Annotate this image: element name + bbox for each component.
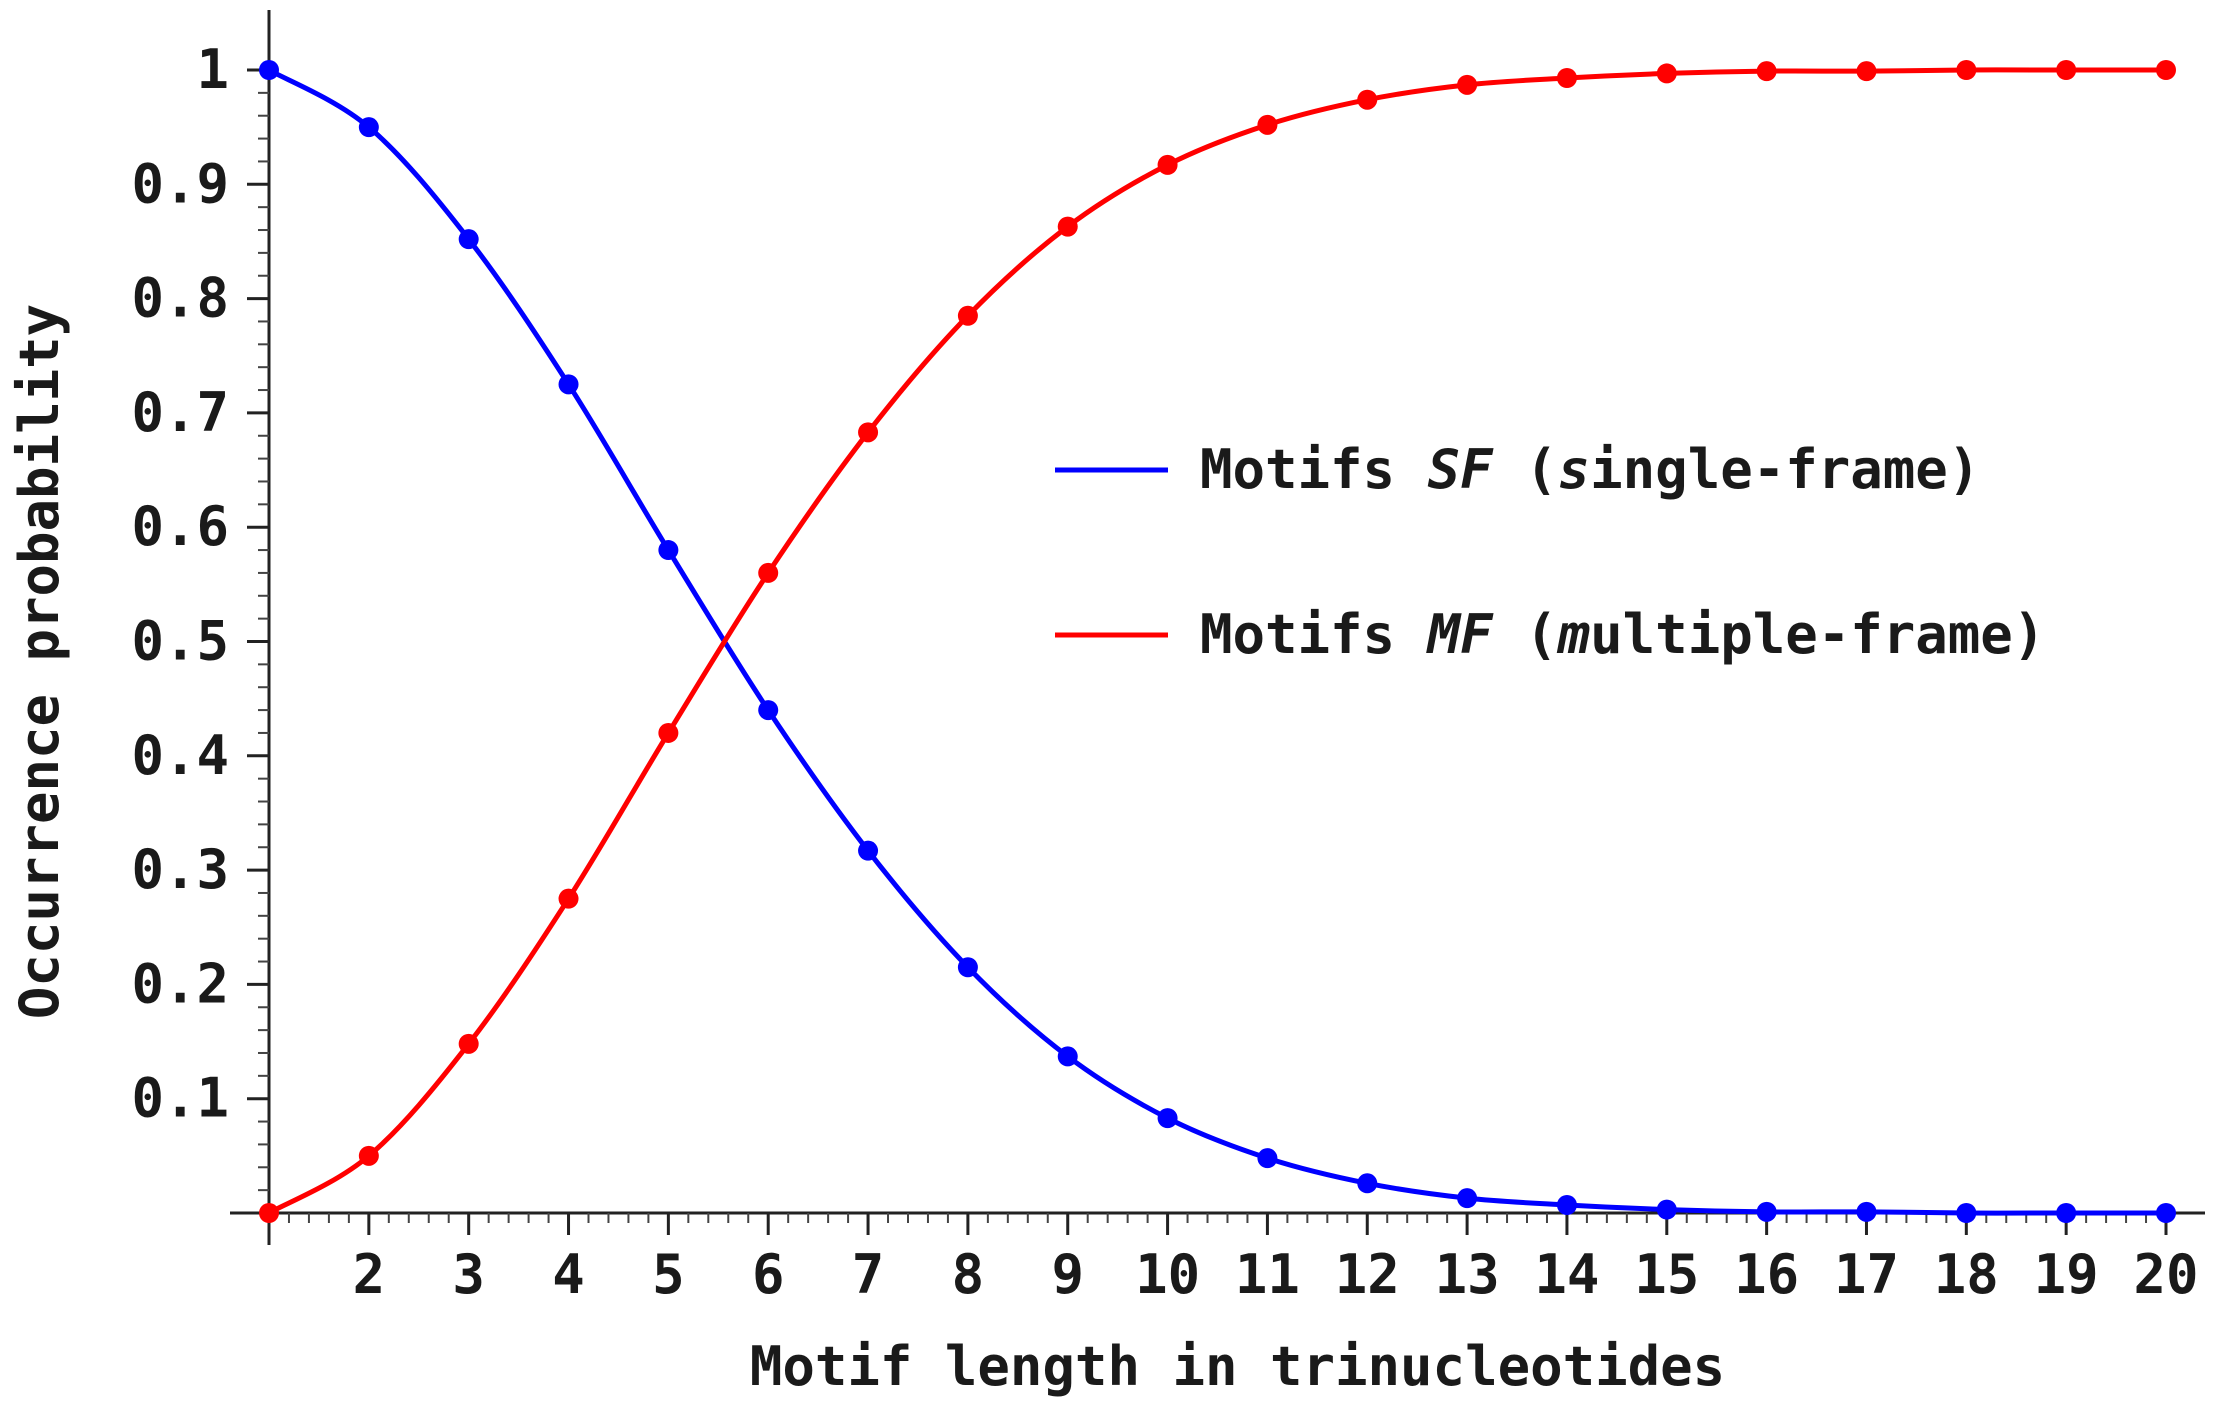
x-tick-label: 7 bbox=[852, 1243, 885, 1306]
data-point bbox=[957, 957, 978, 978]
data-point bbox=[957, 305, 978, 326]
data-point bbox=[2156, 60, 2176, 80]
x-tick-label: 18 bbox=[1934, 1243, 1999, 1306]
data-point bbox=[758, 700, 779, 721]
data-point bbox=[558, 888, 579, 909]
tick-labels: 2 3 4 5 6 7 8 9 10 11 12 13 14 15 16 17 18 19 20 0.1 0.2 0.3 0… bbox=[131, 38, 2198, 1306]
series-layer bbox=[259, 60, 2176, 1223]
legend-label-part: Motifs bbox=[1200, 603, 1428, 666]
data-point bbox=[1357, 1173, 1378, 1194]
x-tick-label: 5 bbox=[652, 1243, 685, 1306]
legend-label-part: s bbox=[1558, 438, 1591, 501]
data-point bbox=[1057, 1046, 1078, 1067]
x-tick-label: 15 bbox=[1634, 1243, 1699, 1306]
y-axis-title: Occurrence probability bbox=[8, 304, 71, 1019]
data-point bbox=[1756, 1201, 1777, 1222]
legend-label-part: ( bbox=[1493, 603, 1558, 666]
data-point bbox=[1157, 154, 1178, 175]
y-tick-label: 0.3 bbox=[131, 838, 229, 901]
legend-label-part: MF bbox=[1426, 603, 1495, 666]
y-tick-label: 0.6 bbox=[131, 495, 229, 558]
data-point bbox=[2056, 1203, 2077, 1223]
data-point bbox=[1057, 216, 1078, 237]
y-tick-label: 0.5 bbox=[131, 610, 229, 673]
legend-label-part: ultiple-frame) bbox=[1590, 603, 2045, 666]
x-tick-label: 9 bbox=[1051, 1243, 1084, 1306]
y-tick-label: 0.2 bbox=[131, 952, 229, 1015]
x-tick-label: 6 bbox=[752, 1243, 785, 1306]
x-tick-label: 8 bbox=[952, 1243, 985, 1306]
legend: Motifs SF (single-frame)Motifs MF (multi… bbox=[1055, 438, 2045, 666]
x-tick-label: 16 bbox=[1734, 1243, 1799, 1306]
data-point bbox=[1956, 1203, 1977, 1223]
y-tick-label: 0.1 bbox=[131, 1067, 229, 1130]
y-tick-label: 0.7 bbox=[131, 381, 229, 444]
data-point bbox=[1856, 1201, 1877, 1222]
data-point bbox=[1457, 1188, 1478, 1209]
x-tick-label: 11 bbox=[1235, 1243, 1300, 1306]
data-point bbox=[1656, 63, 1677, 84]
data-point bbox=[758, 562, 779, 583]
data-point bbox=[259, 1203, 279, 1223]
legend-item: Motifs SF (single-frame) bbox=[1055, 438, 1980, 501]
data-point bbox=[1556, 68, 1577, 89]
x-tick-label: 14 bbox=[1534, 1243, 1599, 1306]
series-sf bbox=[259, 60, 2176, 1223]
data-point bbox=[1656, 1199, 1677, 1220]
y-tick-label: 0.8 bbox=[131, 267, 229, 330]
legend-item: Motifs MF (multiple-frame) bbox=[1055, 603, 2045, 666]
data-point bbox=[1357, 89, 1378, 110]
data-point bbox=[259, 60, 279, 80]
data-point bbox=[458, 1033, 479, 1054]
data-point bbox=[458, 229, 479, 250]
x-tick-label: 10 bbox=[1135, 1243, 1200, 1306]
data-point bbox=[1257, 1148, 1278, 1169]
data-point bbox=[1856, 61, 1877, 82]
legend-label-part: ingle-frame) bbox=[1590, 438, 1980, 501]
x-tick-label: 13 bbox=[1435, 1243, 1500, 1306]
x-tick-label: 17 bbox=[1834, 1243, 1899, 1306]
data-point bbox=[358, 1145, 379, 1166]
data-point bbox=[1756, 61, 1777, 82]
x-axis-title: Motif length in trinucleotides bbox=[750, 1335, 1725, 1398]
data-point bbox=[2156, 1203, 2176, 1223]
series-mf bbox=[259, 60, 2176, 1223]
data-point bbox=[658, 540, 679, 561]
x-tick-label: 12 bbox=[1335, 1243, 1400, 1306]
data-point bbox=[1257, 114, 1278, 135]
x-tick-label: 20 bbox=[2133, 1243, 2198, 1306]
data-point bbox=[1157, 1108, 1178, 1129]
x-tick-label: 19 bbox=[2034, 1243, 2099, 1306]
x-tick-label: 3 bbox=[452, 1243, 485, 1306]
y-tick-label: 0.9 bbox=[131, 152, 229, 215]
data-point bbox=[2056, 60, 2077, 80]
x-tick-label: 2 bbox=[353, 1243, 386, 1306]
data-point bbox=[858, 422, 879, 443]
legend-label: Motifs MF (multiple-frame) bbox=[1200, 603, 2045, 666]
x-tick-label: 4 bbox=[552, 1243, 585, 1306]
legend-label-part: m bbox=[1557, 603, 1591, 666]
data-point bbox=[1457, 74, 1478, 95]
legend-label-part: ( bbox=[1493, 438, 1558, 501]
data-point bbox=[658, 722, 679, 743]
data-point bbox=[558, 374, 579, 395]
data-point bbox=[858, 840, 879, 861]
data-point bbox=[1556, 1194, 1577, 1215]
legend-label-part: Motifs bbox=[1200, 438, 1428, 501]
data-point bbox=[1956, 60, 1977, 80]
legend-label-part: SF bbox=[1428, 438, 1495, 501]
legend-label: Motifs SF (single-frame) bbox=[1200, 438, 1980, 501]
y-tick-label: 1 bbox=[196, 38, 229, 101]
y-tick-label: 0.4 bbox=[131, 724, 229, 787]
data-point bbox=[358, 117, 379, 138]
